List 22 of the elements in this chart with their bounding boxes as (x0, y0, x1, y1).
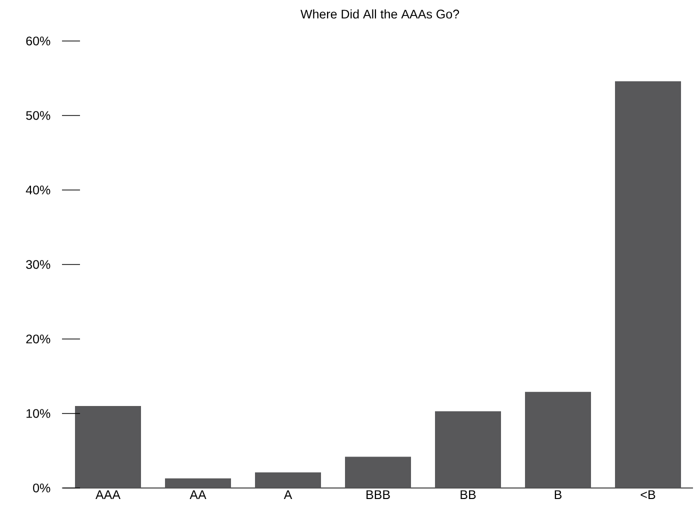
x-tick-label: AA (190, 490, 206, 499)
y-tick-label: 20% (26, 334, 50, 344)
x-tick-label: <B (640, 490, 656, 499)
x-tick-label: AAA (96, 490, 120, 499)
x-tick-label: BBB (366, 490, 390, 499)
bar (435, 411, 501, 488)
bar (75, 406, 141, 488)
y-tick-label: 10% (26, 409, 50, 418)
bar (615, 81, 682, 488)
bar (345, 456, 411, 488)
bar (525, 392, 591, 488)
bar (255, 472, 321, 488)
y-tick-label: 50% (26, 111, 50, 120)
y-tick-label: 30% (26, 260, 50, 269)
x-tick-label: BB (460, 490, 476, 499)
x-tick-label: A (284, 490, 292, 499)
x-tick-label: B (554, 490, 562, 499)
chart-title: Where Did All the AAAs Go? (300, 9, 460, 19)
y-tick-label: 0% (33, 484, 50, 492)
bar (165, 478, 231, 488)
y-tick-label: 60% (26, 36, 50, 46)
y-tick-label: 40% (26, 186, 50, 194)
